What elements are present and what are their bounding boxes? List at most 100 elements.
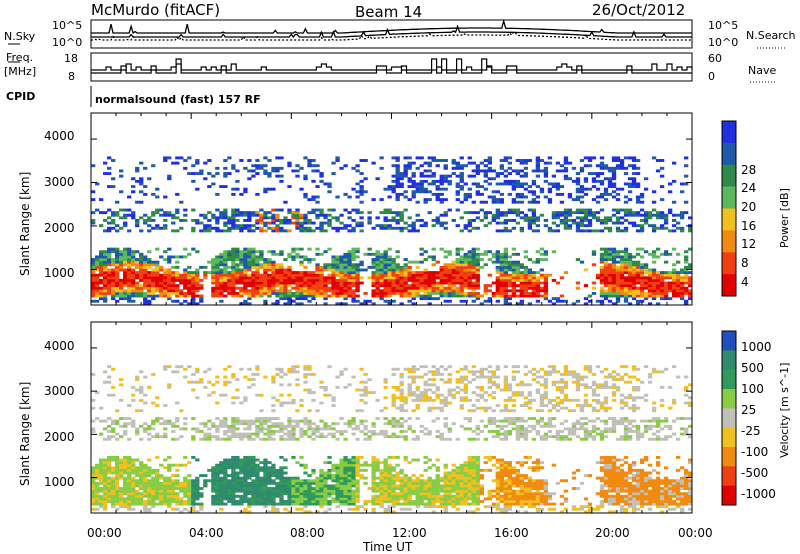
power-cell: [379, 252, 384, 256]
power-cell: [395, 195, 400, 199]
power-cell: [627, 276, 633, 280]
power-cell: [327, 218, 332, 222]
power-cell: [291, 299, 296, 303]
power-cell: [91, 218, 96, 222]
power-cell: [475, 216, 480, 220]
velocity-cell: [191, 427, 196, 431]
power-cell: [503, 278, 508, 282]
power-cell: [615, 159, 621, 162]
velocity-cell: [171, 497, 176, 501]
velocity-cell: [183, 492, 188, 496]
power-cell: [223, 271, 228, 275]
power-cell: [535, 276, 541, 280]
power-cell: [195, 284, 200, 288]
velocity-cell: [363, 476, 368, 480]
power-cell: [415, 289, 420, 293]
velocity-cell: [231, 502, 236, 506]
power-cell: [147, 263, 152, 267]
power-cell: [267, 284, 272, 288]
power-cell: [667, 252, 673, 256]
velocity-cell: [295, 476, 300, 480]
power-cell: [107, 289, 112, 293]
power-cell: [651, 229, 657, 233]
velocity-cell: [163, 479, 168, 483]
power-cell: [255, 273, 260, 277]
power-cell: [455, 182, 460, 186]
velocity-cell: [291, 401, 296, 405]
velocity-cell: [351, 468, 356, 472]
power-cell: [283, 286, 288, 290]
velocity-cell: [263, 458, 268, 462]
power-cell: [507, 182, 512, 186]
power-cell: [427, 174, 432, 178]
velocity-cell: [363, 468, 368, 472]
power-cell: [427, 161, 432, 165]
power-cell: [515, 268, 521, 272]
power-cell: [195, 281, 200, 285]
velocity-cell: [107, 435, 112, 439]
power-cell: [363, 291, 368, 295]
power-cell: [679, 294, 685, 298]
power-cell: [167, 255, 172, 259]
power-cell: [267, 276, 272, 280]
power-cell: [291, 281, 296, 285]
power-cell: [399, 276, 404, 280]
power-cell: [215, 166, 220, 170]
velocity-cell: [319, 468, 324, 472]
power-cell: [267, 250, 272, 254]
power-cell: [599, 195, 605, 199]
velocity-cell: [131, 393, 136, 397]
power-cell: [147, 229, 152, 233]
velocity-cell: [375, 466, 380, 470]
power-cell: [523, 159, 529, 162]
power-cell: [155, 286, 160, 290]
power-cell: [543, 276, 549, 280]
velocity-cell: [211, 481, 216, 485]
velocity-cell: [311, 489, 316, 493]
power-cell: [471, 211, 476, 215]
power-cell: [115, 258, 120, 261]
velocity-cell: [251, 487, 256, 490]
power-cell: [271, 166, 276, 170]
power-cell: [543, 172, 549, 175]
velocity-cell: [259, 437, 264, 441]
power-cell: [387, 273, 392, 277]
power-cell: [483, 284, 488, 288]
power-cell: [211, 216, 216, 220]
velocity-cell: [275, 398, 280, 402]
power-cell: [391, 258, 396, 261]
power-cell: [131, 281, 136, 285]
power-cell: [679, 229, 685, 233]
velocity-cell: [103, 461, 108, 465]
velocity-cell: [351, 494, 356, 498]
velocity-cell: [299, 463, 304, 467]
power-cell: [619, 291, 625, 295]
power-cell: [167, 174, 172, 178]
power-cell: [551, 174, 557, 178]
power-cell: [459, 289, 464, 293]
power-cell: [599, 265, 605, 269]
power-cell: [643, 250, 649, 254]
power-cell: [539, 286, 545, 290]
power-cell: [631, 263, 637, 267]
power-cell: [575, 224, 581, 228]
power-cell: [239, 211, 244, 215]
velocity-cell: [251, 492, 256, 496]
power-cell: [103, 229, 108, 233]
power-cell: [603, 265, 609, 269]
power-cell: [391, 271, 396, 275]
velocity-cell: [247, 500, 252, 503]
velocity-cell: [95, 474, 100, 477]
power-cell: [547, 273, 553, 277]
power-cell: [155, 265, 160, 269]
power-cell: [375, 294, 380, 298]
power-cell: [579, 190, 585, 194]
velocity-cell: [207, 432, 212, 436]
power-cell: [527, 284, 533, 288]
velocity-cell: [339, 468, 344, 472]
power-cell: [619, 271, 625, 275]
power-cell: [103, 273, 108, 277]
velocity-cell: [147, 471, 152, 475]
velocity-cell: [175, 479, 180, 483]
velocity-cell: [123, 502, 128, 506]
